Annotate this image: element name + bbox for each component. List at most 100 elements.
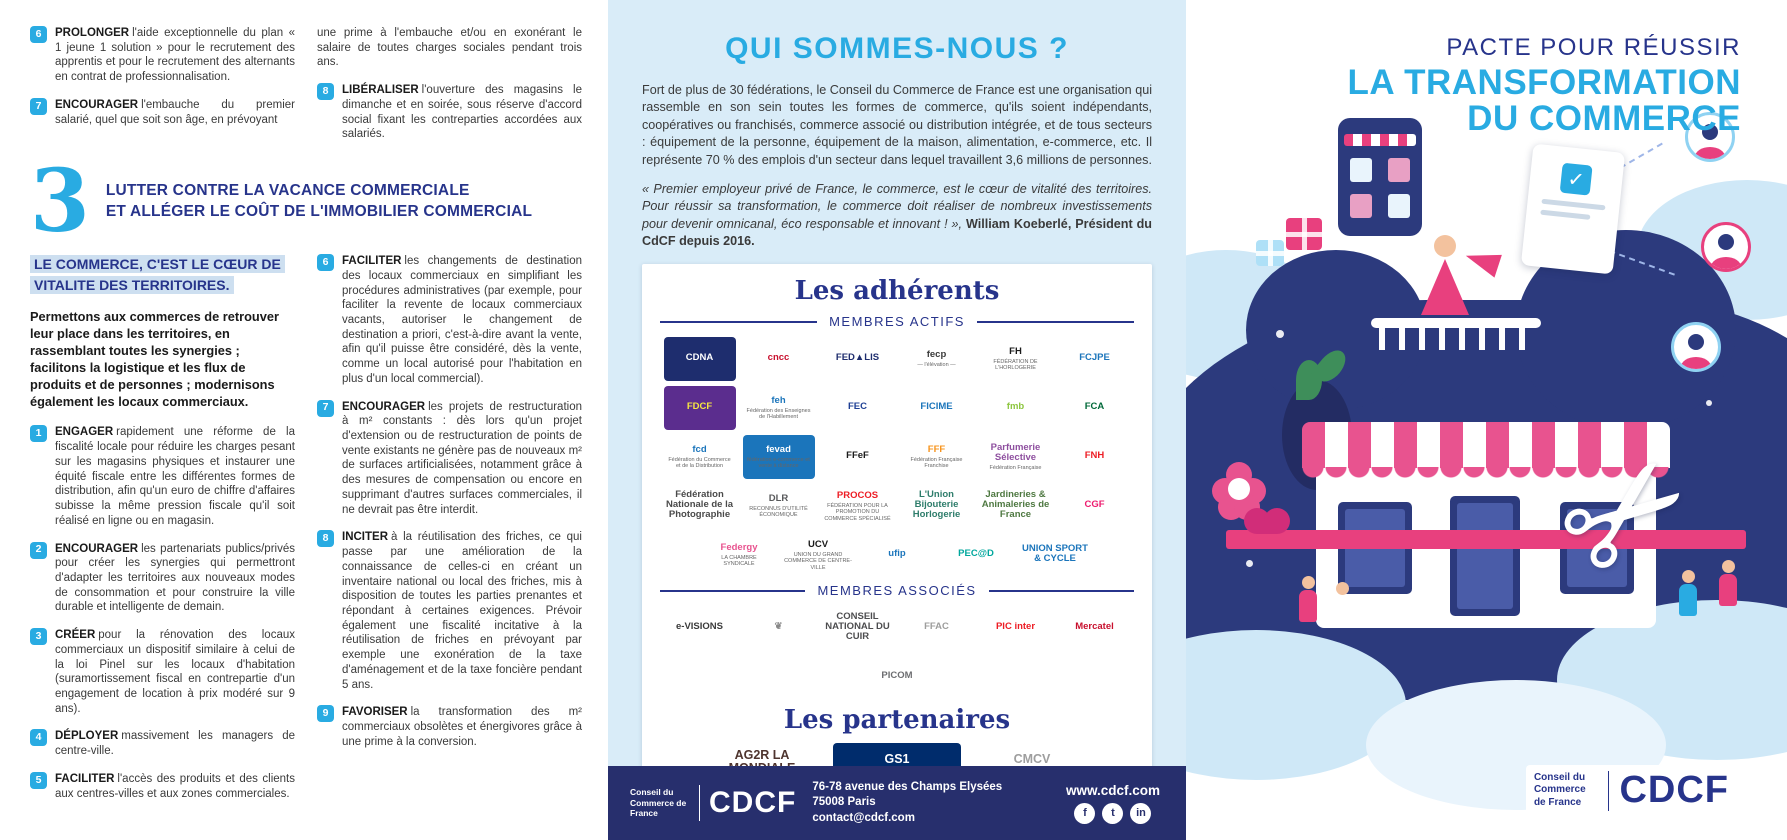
doc-line <box>1540 209 1591 220</box>
measure-text: l'ouverture des magasins le dimanche et … <box>342 84 582 141</box>
measure-keyword: ENGAGER <box>55 426 114 439</box>
member-logo-label: UCV <box>807 538 829 550</box>
associate-members-label: MEMBRES ASSOCIÉS <box>817 583 977 599</box>
twitter-icon[interactable]: t <box>1102 802 1124 824</box>
measure-keyword: ENCOURAGER <box>55 98 139 111</box>
member-logo-label: DLR <box>768 493 789 505</box>
measure-number-badge: 5 <box>30 771 47 789</box>
member-logo-label: FNH <box>1084 450 1105 462</box>
member-logo-label: CGF <box>1084 499 1105 511</box>
member-logo-caption: Fédération du Commerce et de la Distribu… <box>668 457 731 470</box>
measure-number-badge: 8 <box>317 83 334 101</box>
member-logo-caption: LA CHAMBRE SYNDICALE <box>721 555 757 568</box>
measure-item: 3 CRÉER pour la rénovation des locaux comm… <box>30 628 295 716</box>
store-door <box>1450 496 1520 616</box>
member-logo-caption: FÉDÉRATION POUR LA PROMOTION DU COMMERCE… <box>824 502 891 522</box>
member-logo-label: FH <box>1009 346 1022 358</box>
sparkle-dot <box>1276 330 1284 338</box>
member-logo: UNION SPORT & CYCLE <box>1019 533 1091 577</box>
measure-text: l'embauche du premier salarié, quel que … <box>55 98 295 126</box>
cover-title-line2: LA TRANSFORMATION <box>1347 63 1741 102</box>
member-logo-caption: FÉDÉRATION DE L'HORLOGERIE <box>993 359 1038 372</box>
member-logo: cncc <box>743 337 815 381</box>
person-head <box>1721 560 1735 573</box>
measure-keyword: ENCOURAGER <box>55 542 139 555</box>
measure-keyword: LIBÉRALISER <box>342 84 419 97</box>
member-logo: Federgy LA CHAMBRE SYNDICALE <box>703 533 775 577</box>
person-body <box>1679 584 1697 616</box>
person-head <box>1335 582 1349 595</box>
section-title-line1: LUTTER CONTRE LA VACANCE COMMERCIALE <box>105 182 470 200</box>
member-logo-label: CDNA <box>685 352 714 364</box>
section-3-column-1: LE COMMERCE, C'EST LE CŒUR DE VITALITE D… <box>30 254 295 814</box>
section-3-header: 3 LUTTER CONTRE LA VACANCE COMMERCIALE E… <box>30 158 582 244</box>
active-members-divider: MEMBRES ACTIFS <box>660 314 1135 329</box>
contact-email-link[interactable]: contact@cdcf.com <box>812 811 915 824</box>
megaphone-woman <box>1421 235 1502 315</box>
member-logo-caption: — l'élévation — <box>917 362 956 369</box>
member-logo: CGF <box>1059 484 1131 528</box>
measure-number-badge: 2 <box>30 541 47 559</box>
measure-item: 7 ENCOURAGER l'embauche du premier salarié… <box>30 97 295 127</box>
person-avatar <box>1685 112 1735 162</box>
doc-line <box>1541 198 1606 211</box>
measure-text: les partenariats publics/privés pour cré… <box>55 542 295 614</box>
section-intro: Permettons aux commerces de retrouver le… <box>30 309 279 409</box>
cdcf-cover-logo: Conseil du Commerce de France CDCF <box>1525 765 1737 816</box>
top-column-2-items: 8 LIBÉRALISER l'ouverture des magasins le … <box>317 83 582 142</box>
member-logo-caption: UNION DU GRAND COMMERCE DE CENTRE-VILLE <box>784 551 852 571</box>
mini-awning <box>1344 134 1416 146</box>
member-logo: FFeF <box>822 435 894 479</box>
balcony <box>1371 318 1541 350</box>
member-logo-label: cncc <box>767 352 790 364</box>
website-link[interactable]: www.cdcf.com <box>1065 782 1160 798</box>
member-logo-label: Parfumerie Sélective <box>990 442 1041 464</box>
member-logo: ufip <box>861 533 933 577</box>
person-figure <box>1332 582 1352 628</box>
middle-panel: QUI SOMMES-NOUS ? Fort de plus de 30 féd… <box>608 0 1186 840</box>
cdcf-logo-name: Conseil du Commerce de France <box>630 787 687 819</box>
members-card: Les adhérents MEMBRES ACTIFS CDNA cncc <box>642 264 1152 798</box>
member-logo-label: Fédération Nationale de la Photographie <box>665 489 734 521</box>
associate-members-logos: e-VISIONS ❦ CONSEIL NATIONAL DU CUIR <box>656 606 1138 699</box>
measure-text: à la réutilisation des friches, ce qui p… <box>342 531 582 691</box>
members-title: Les adhérents <box>794 276 1000 307</box>
cover-panel: PACTE POUR RÉUSSIR LA TRANSFORMATION DU … <box>1186 0 1787 840</box>
top-column-1: 6 PROLONGER l'aide exceptionnelle du plan … <box>30 26 295 155</box>
member-logo-caption: Fédération Française Franchise <box>910 457 963 470</box>
cdcf-logo: Conseil du Commerce de France CDCF <box>630 785 796 821</box>
shop-item <box>1350 194 1372 218</box>
measure-text: rapidement une réforme de la fiscalité l… <box>55 426 295 527</box>
cover-title-line1: PACTE POUR RÉUSSIR <box>1446 34 1741 61</box>
member-logo-label: FCJPE <box>1079 352 1110 364</box>
quote-author: William Koeberlé, Président du CdCF depu… <box>642 216 1152 248</box>
measure-keyword: FACILITER <box>342 255 402 268</box>
member-logo-label: FDCF <box>686 401 713 413</box>
facebook-icon[interactable]: f <box>1074 802 1096 824</box>
measures-1-5: 1 ENGAGER rapidement une réforme de la fis… <box>30 425 295 801</box>
member-logo: FCA <box>1059 386 1131 430</box>
member-logo: FEC <box>822 386 894 430</box>
member-logo-label: fecp <box>926 349 947 361</box>
divider-line <box>976 320 1135 323</box>
linkedin-icon[interactable]: in <box>1130 802 1152 824</box>
measure-keyword: CRÉER <box>55 629 96 642</box>
member-logo: PIC inter <box>980 606 1052 650</box>
cdcf-logo-acronym: CDCF <box>709 786 797 819</box>
gift-box-icon <box>1256 240 1284 266</box>
logo-divider <box>699 785 700 821</box>
member-logo: L'Union Bijouterie Horlogerie <box>901 484 973 528</box>
member-logo: FDCF <box>663 386 736 431</box>
member-logo: e-VISIONS <box>664 606 736 650</box>
measure-number-badge: 9 <box>317 705 334 723</box>
member-logo-label: CONSEIL NATIONAL DU CUIR <box>825 611 890 643</box>
member-logo: feh Fédération des Enseignes de l'Habill… <box>743 386 815 430</box>
social-icons: f t in <box>1066 802 1160 824</box>
cdcf-logo-acronym: CDCF <box>1619 769 1729 811</box>
partner-logo-label: CMCV <box>1013 751 1051 766</box>
measure-number-badge: 7 <box>30 97 47 115</box>
person-head <box>1301 576 1315 589</box>
member-logo-label: FEC <box>848 401 867 413</box>
member-logo: FFF Fédération Française Franchise <box>901 435 973 479</box>
storefront-awning <box>1302 422 1670 479</box>
